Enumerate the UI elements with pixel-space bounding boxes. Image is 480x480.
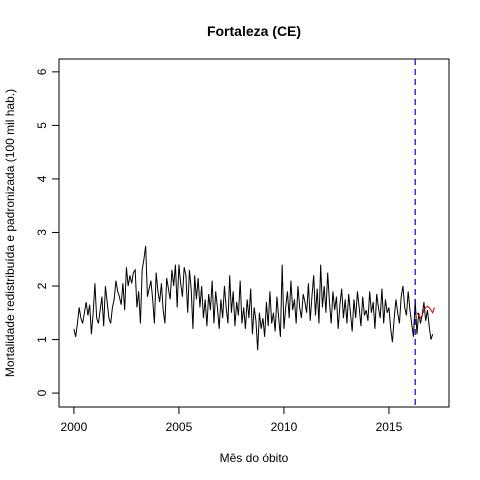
x-tick-label: 2010	[271, 420, 298, 434]
y-tick-label: 1	[35, 336, 49, 343]
x-tick-label: 2000	[61, 420, 88, 434]
x-tick-label: 2015	[376, 420, 403, 434]
y-axis-label: Mortalidade redistribuída e padronizada …	[3, 89, 17, 377]
y-tick-label: 4	[35, 175, 49, 182]
y-tick-label: 0	[35, 389, 49, 396]
y-tick-label: 5	[35, 122, 49, 129]
chart-title: Fortaleza (CE)	[207, 23, 301, 39]
plot-box	[58, 58, 450, 408]
series-line	[73, 245, 434, 351]
x-axis-label: Mês do óbito	[220, 451, 289, 465]
x-tick-label: 2005	[166, 420, 193, 434]
y-tick-label: 6	[35, 68, 49, 75]
series-line	[416, 305, 435, 320]
y-tick-label: 3	[35, 229, 49, 236]
y-tick-label: 2	[35, 282, 49, 289]
